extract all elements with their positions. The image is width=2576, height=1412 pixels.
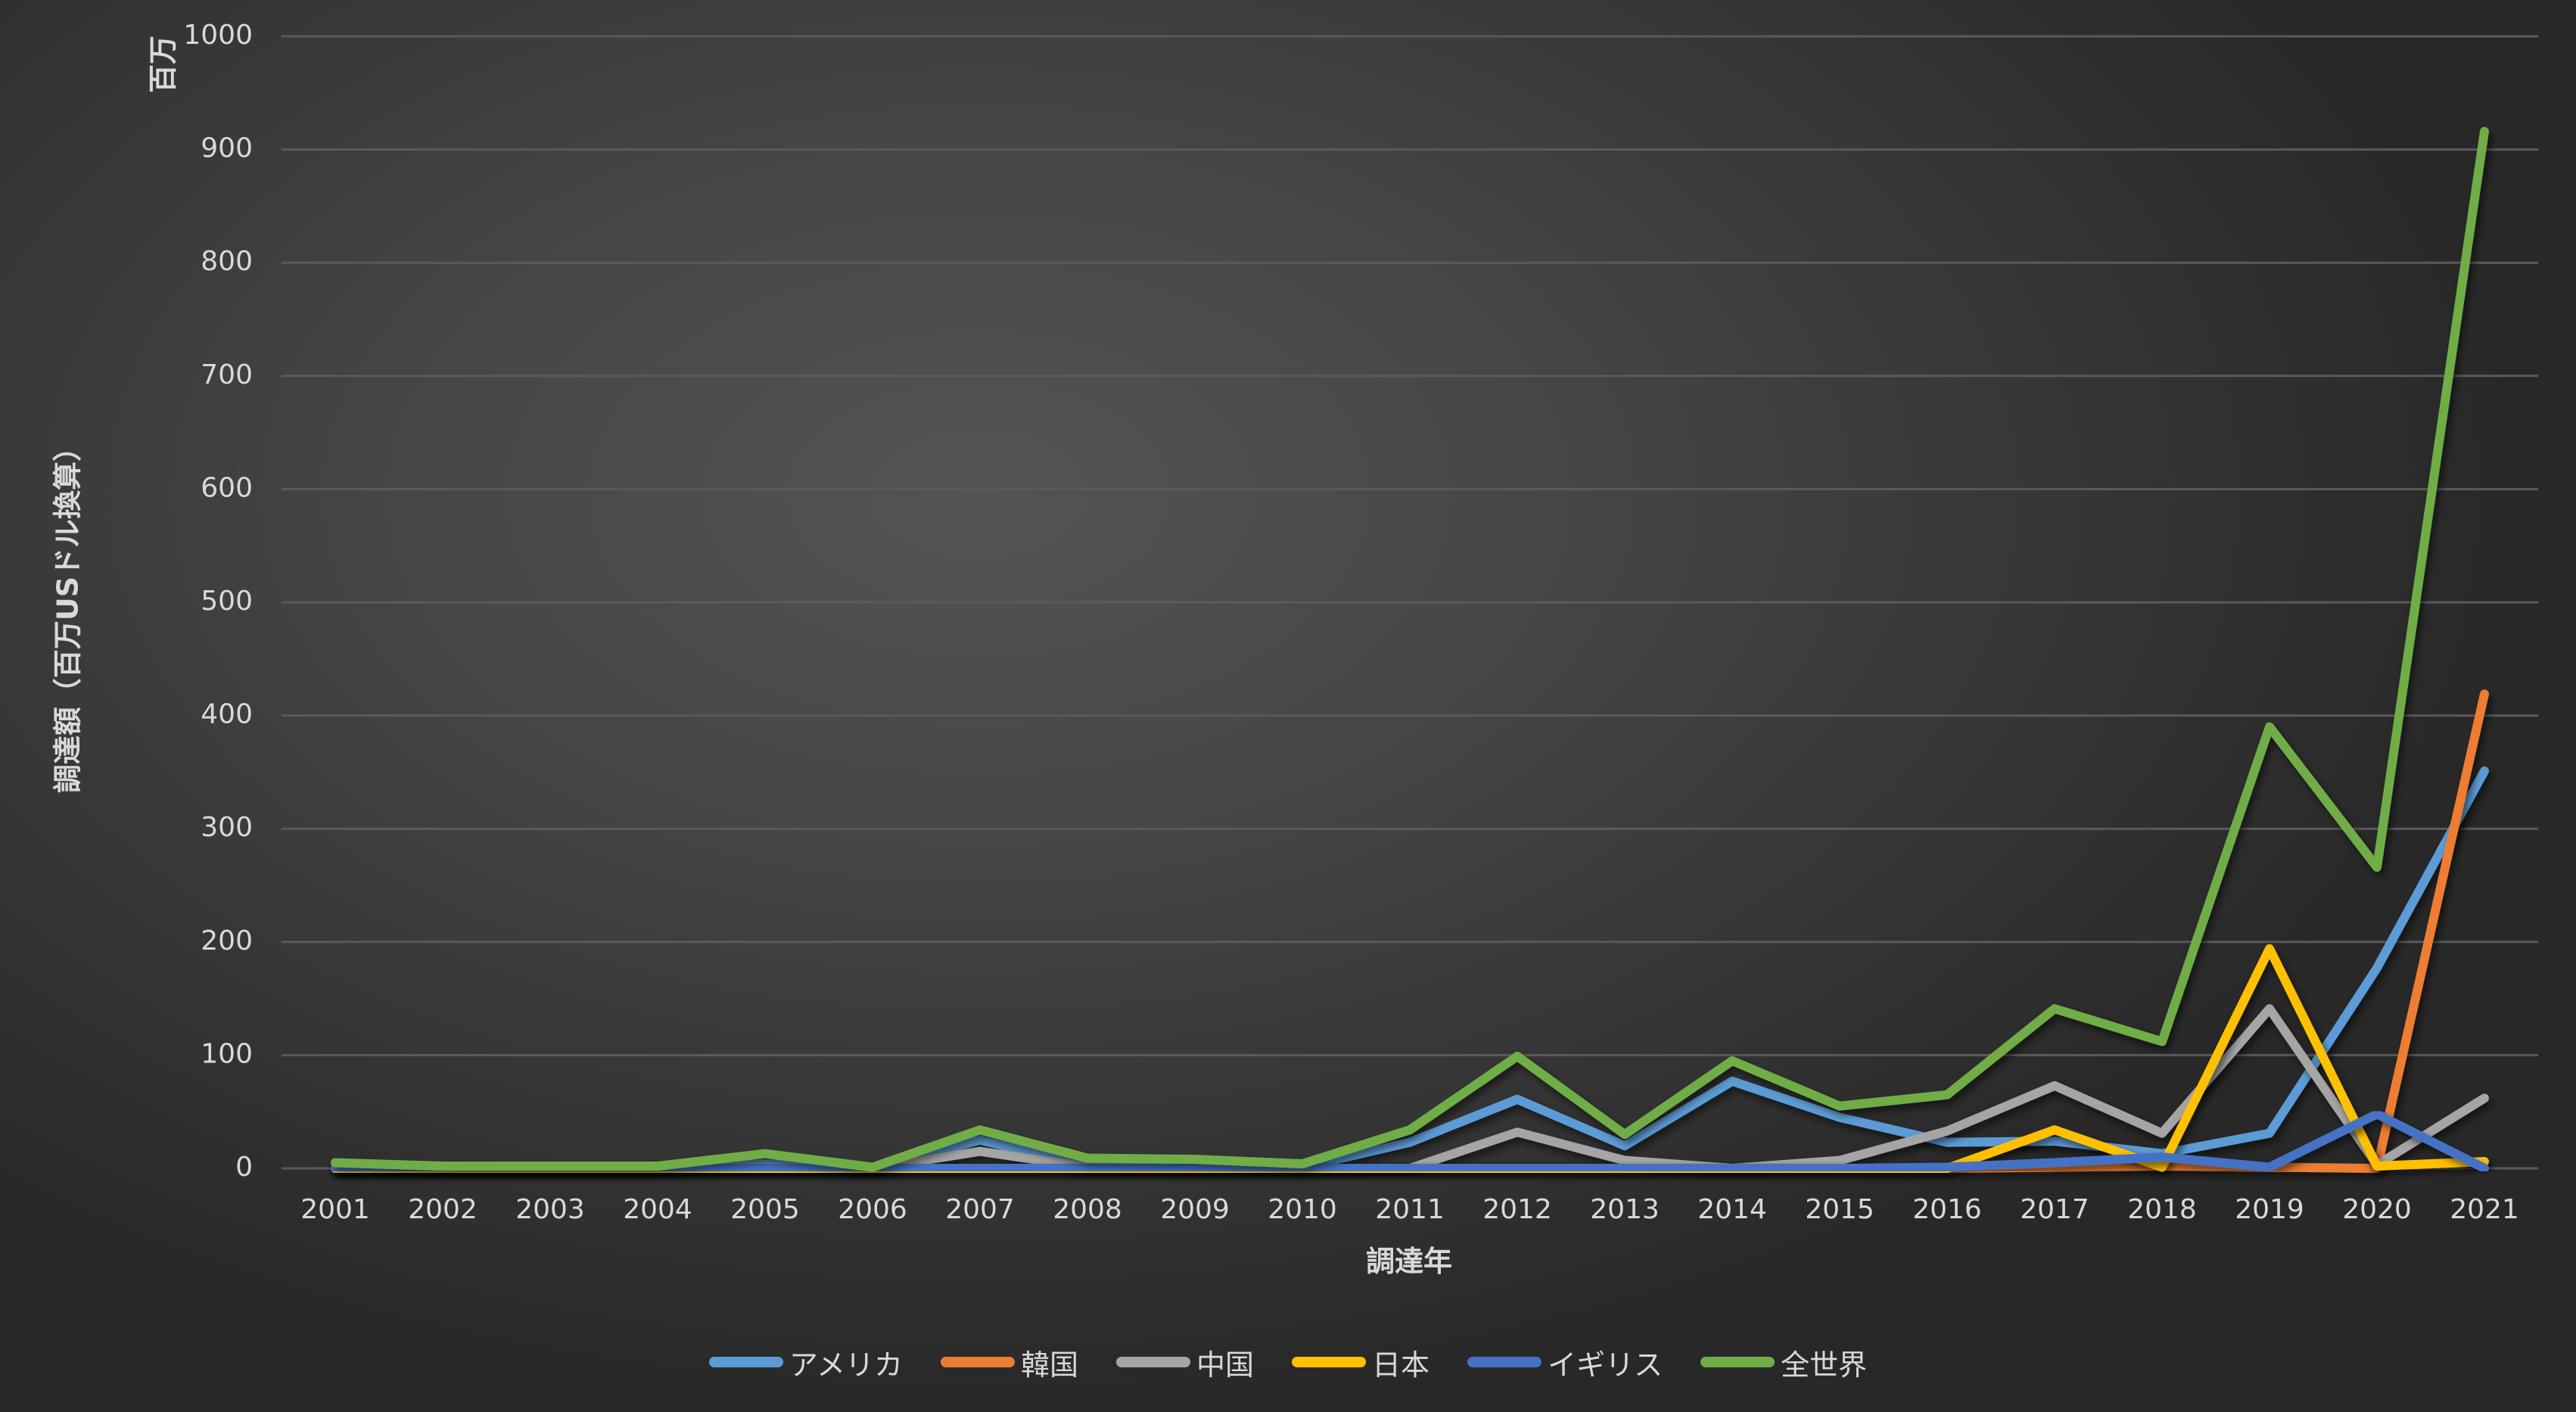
x-axis-ticks: 2001 2002 2003 2004 2005 2006 2007 2008 2009 2010… xyxy=(300,1194,2519,1225)
x-tick-label: 2013 xyxy=(1590,1194,1660,1225)
y-axis-ticks: 0 100 200 300 400 500 600 700 800 900 1000 xyxy=(183,20,253,1183)
legend-item-uk[interactable]: イギリス xyxy=(1467,1342,1663,1383)
legend-item-korea[interactable]: 韓国 xyxy=(941,1342,1078,1383)
y-tick-label: 800 xyxy=(201,246,253,277)
y-tick-label: 300 xyxy=(201,812,253,843)
x-tick-label: 2018 xyxy=(2127,1194,2197,1225)
x-tick-label: 2003 xyxy=(515,1194,585,1225)
x-tick-label: 2006 xyxy=(838,1194,907,1225)
y-tick-label: 200 xyxy=(201,925,253,956)
legend-swatch-usa xyxy=(708,1357,783,1367)
series-line[interactable] xyxy=(331,126,2489,1172)
gridlines xyxy=(282,35,2538,1170)
legend-label-world: 全世界 xyxy=(1781,1348,1868,1382)
series-line[interactable] xyxy=(331,766,2489,1173)
x-tick-label: 2019 xyxy=(2235,1194,2304,1225)
legend-item-china[interactable]: 中国 xyxy=(1116,1342,1254,1383)
legend-swatch-uk xyxy=(1467,1357,1542,1367)
legend-label-uk: イギリス xyxy=(1548,1348,1663,1382)
x-tick-label: 2021 xyxy=(2450,1194,2519,1225)
chart-legend: アメリカ 韓国 中国 日本 イギリス 全世界 xyxy=(0,1339,2576,1385)
legend-item-japan[interactable]: 日本 xyxy=(1292,1342,1430,1383)
y-axis-title: 調達額（百万USドル換算） xyxy=(51,433,85,793)
x-tick-label: 2002 xyxy=(408,1194,478,1225)
y-tick-label: 500 xyxy=(201,586,253,617)
legend-label-korea: 韓国 xyxy=(1021,1348,1079,1382)
x-tick-label: 2016 xyxy=(1912,1194,1982,1225)
y-tick-label: 400 xyxy=(201,699,253,730)
x-tick-label: 2014 xyxy=(1697,1194,1767,1225)
x-tick-label: 2007 xyxy=(945,1194,1015,1225)
x-tick-label: 2004 xyxy=(623,1194,692,1225)
x-tick-label: 2012 xyxy=(1482,1194,1552,1225)
y-tick-label: 900 xyxy=(201,133,253,164)
legend-label-usa: アメリカ xyxy=(789,1348,904,1382)
x-axis-title: 調達年 xyxy=(1366,1245,1452,1278)
x-tick-label: 2005 xyxy=(730,1194,800,1225)
x-tick-label: 2020 xyxy=(2342,1194,2412,1225)
legend-label-china: 中国 xyxy=(1196,1348,1255,1382)
y-tick-label: 100 xyxy=(201,1038,253,1069)
legend-swatch-world xyxy=(1700,1357,1775,1367)
legend-swatch-china xyxy=(1116,1357,1191,1367)
series-layer xyxy=(331,126,2489,1173)
y-axis-unit-label: 百万 xyxy=(147,36,180,93)
y-tick-label: 1000 xyxy=(183,20,253,51)
x-tick-label: 2017 xyxy=(2020,1194,2089,1225)
y-tick-label: 700 xyxy=(201,359,253,390)
legend-item-usa[interactable]: アメリカ xyxy=(708,1342,904,1383)
y-tick-label: 0 xyxy=(235,1152,253,1183)
legend-swatch-japan xyxy=(1292,1357,1367,1367)
x-tick-label: 2010 xyxy=(1268,1194,1337,1225)
x-tick-label: 2008 xyxy=(1053,1194,1122,1225)
x-tick-label: 2001 xyxy=(300,1194,370,1225)
x-tick-label: 2009 xyxy=(1160,1194,1230,1225)
legend-item-world[interactable]: 全世界 xyxy=(1700,1342,1867,1383)
legend-label-japan: 日本 xyxy=(1372,1348,1430,1382)
series-line[interactable] xyxy=(331,1109,2489,1173)
legend-swatch-korea xyxy=(941,1357,1016,1367)
y-tick-label: 600 xyxy=(201,472,253,503)
series-line[interactable] xyxy=(331,689,2489,1173)
x-tick-label: 2015 xyxy=(1805,1194,1874,1225)
x-tick-label: 2011 xyxy=(1375,1194,1445,1225)
